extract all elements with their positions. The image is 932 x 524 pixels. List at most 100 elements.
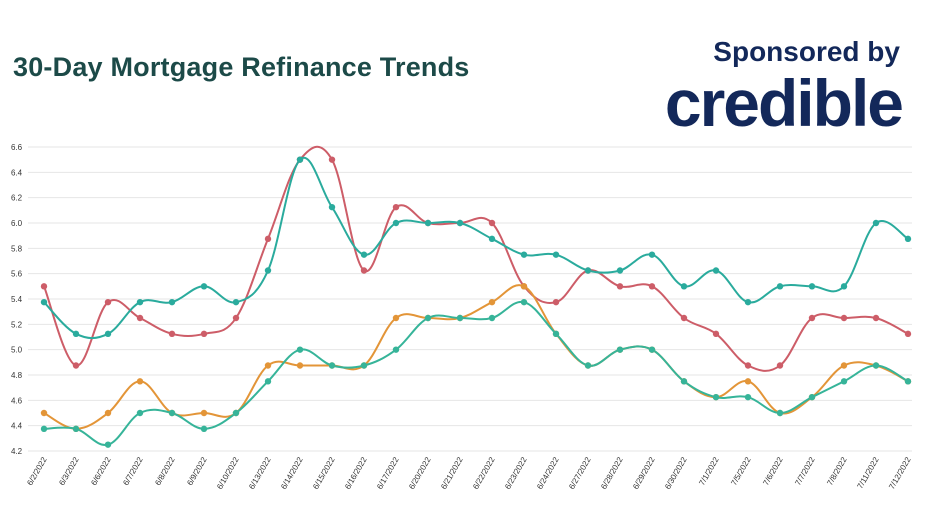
series-3-point	[488, 298, 496, 306]
series-4-point	[456, 314, 464, 322]
series-1-point	[40, 283, 48, 290]
series-1-point	[904, 330, 912, 338]
page-title: 30-Day Mortgage Refinance Trends	[13, 52, 470, 82]
series-2-point	[328, 203, 336, 211]
y-tick-label: 4.2	[11, 447, 23, 456]
series-4-point	[328, 362, 336, 369]
series-2-point	[648, 251, 656, 258]
series-2-point	[584, 267, 592, 274]
x-tick-label: 6/20/2022	[407, 455, 433, 491]
series-1-point	[680, 314, 688, 322]
y-tick-label: 6.6	[11, 143, 23, 152]
series-4-point	[360, 362, 368, 369]
series-4-point	[808, 393, 816, 401]
x-tick-label: 6/13/2022	[247, 455, 273, 491]
series-4-point	[552, 330, 560, 338]
x-tick-label: 7/7/2022	[793, 455, 817, 487]
x-tick-label: 6/29/2022	[631, 455, 657, 491]
series-3-point	[40, 409, 48, 417]
series-3-point	[200, 409, 208, 417]
x-tick-label: 6/6/2022	[89, 455, 113, 487]
series-1-point	[808, 314, 816, 322]
series-1-point	[104, 298, 112, 306]
x-tick-label: 6/30/2022	[663, 455, 689, 491]
x-tick-label: 6/7/2022	[121, 455, 145, 487]
series-layer	[40, 145, 912, 448]
series-2-point	[200, 283, 208, 290]
series-line-1	[43, 145, 909, 372]
y-tick-label: 6.2	[11, 194, 23, 203]
x-tick-label: 7/12/2022	[887, 455, 913, 491]
series-1-point	[840, 314, 848, 322]
brand-logo: credible	[664, 66, 904, 140]
series-4-point	[648, 346, 656, 353]
series-2-point	[872, 219, 880, 227]
y-tick-label: 6.4	[11, 168, 23, 177]
series-4-point	[136, 409, 144, 417]
series-4-point	[424, 314, 432, 322]
series-2-point	[680, 283, 688, 290]
series-1-point	[776, 362, 784, 369]
y-tick-label: 5.8	[11, 244, 23, 253]
series-2-point	[616, 267, 624, 274]
series-3-point	[744, 378, 752, 385]
series-2-point	[808, 283, 816, 290]
series-4-point	[872, 362, 880, 369]
series-2-point	[776, 283, 784, 290]
series-2-point	[520, 251, 528, 258]
x-tick-label: 7/11/2022	[855, 455, 881, 490]
series-1-point	[264, 235, 272, 243]
x-tick-label: 7/5/2022	[729, 455, 753, 487]
series-line-4	[43, 300, 909, 446]
series-4-point	[616, 346, 624, 353]
series-2-point	[232, 298, 240, 306]
series-1-point	[136, 314, 144, 322]
x-tick-label: 6/23/2022	[503, 455, 529, 491]
series-4-point	[840, 378, 848, 385]
x-tick-label: 6/15/2022	[311, 455, 337, 491]
series-1-point	[72, 362, 80, 369]
series-4-point	[200, 425, 208, 433]
grid-lines	[28, 146, 912, 452]
series-2-point	[424, 219, 432, 227]
series-4-point	[168, 409, 176, 417]
series-2-point	[392, 219, 400, 227]
series-4-point	[744, 393, 752, 401]
series-4-point	[520, 298, 528, 306]
series-1-point	[232, 314, 240, 322]
series-3-point	[392, 314, 400, 322]
series-2-point	[264, 267, 272, 274]
x-tick-label: 6/28/2022	[599, 455, 625, 491]
x-tick-label: 6/22/2022	[471, 455, 497, 491]
series-1-point	[392, 203, 400, 211]
series-2-point	[904, 235, 912, 243]
series-4-point	[904, 378, 912, 385]
series-3-point	[840, 362, 848, 369]
series-2-point	[40, 298, 48, 306]
series-1-point	[616, 283, 624, 290]
series-3-point	[104, 409, 112, 417]
series-1-point	[712, 330, 720, 338]
series-2-point	[552, 251, 560, 258]
series-4-point	[232, 409, 240, 417]
series-line-3	[43, 284, 909, 430]
x-tick-label: 7/1/2022	[697, 455, 721, 487]
series-4-point	[776, 409, 784, 417]
x-tick-label: 6/10/2022	[215, 455, 241, 491]
x-tick-label: 6/3/2022	[57, 455, 81, 487]
series-4-point	[392, 346, 400, 353]
y-tick-label: 5.2	[11, 320, 23, 329]
series-2-point	[488, 235, 496, 243]
series-3-point	[520, 283, 528, 290]
series-2-point	[72, 330, 80, 338]
x-tick-label: 6/27/2022	[567, 455, 593, 491]
y-tick-label: 6.0	[11, 219, 23, 228]
y-tick-label: 4.8	[11, 371, 23, 380]
y-axis: 4.2 4.4 4.6 4.8 5.0 5.2 5.4 5.6 5.8 6.0 6.2 6.4 6.6	[11, 143, 23, 456]
series-4-point	[104, 441, 112, 448]
sponsor-text: Sponsored by	[713, 36, 900, 67]
x-tick-label: 7/6/2022	[761, 455, 785, 487]
x-tick-label: 6/8/2022	[153, 455, 177, 487]
series-3-point	[136, 378, 144, 385]
x-tick-label: 7/8/2022	[825, 455, 849, 487]
